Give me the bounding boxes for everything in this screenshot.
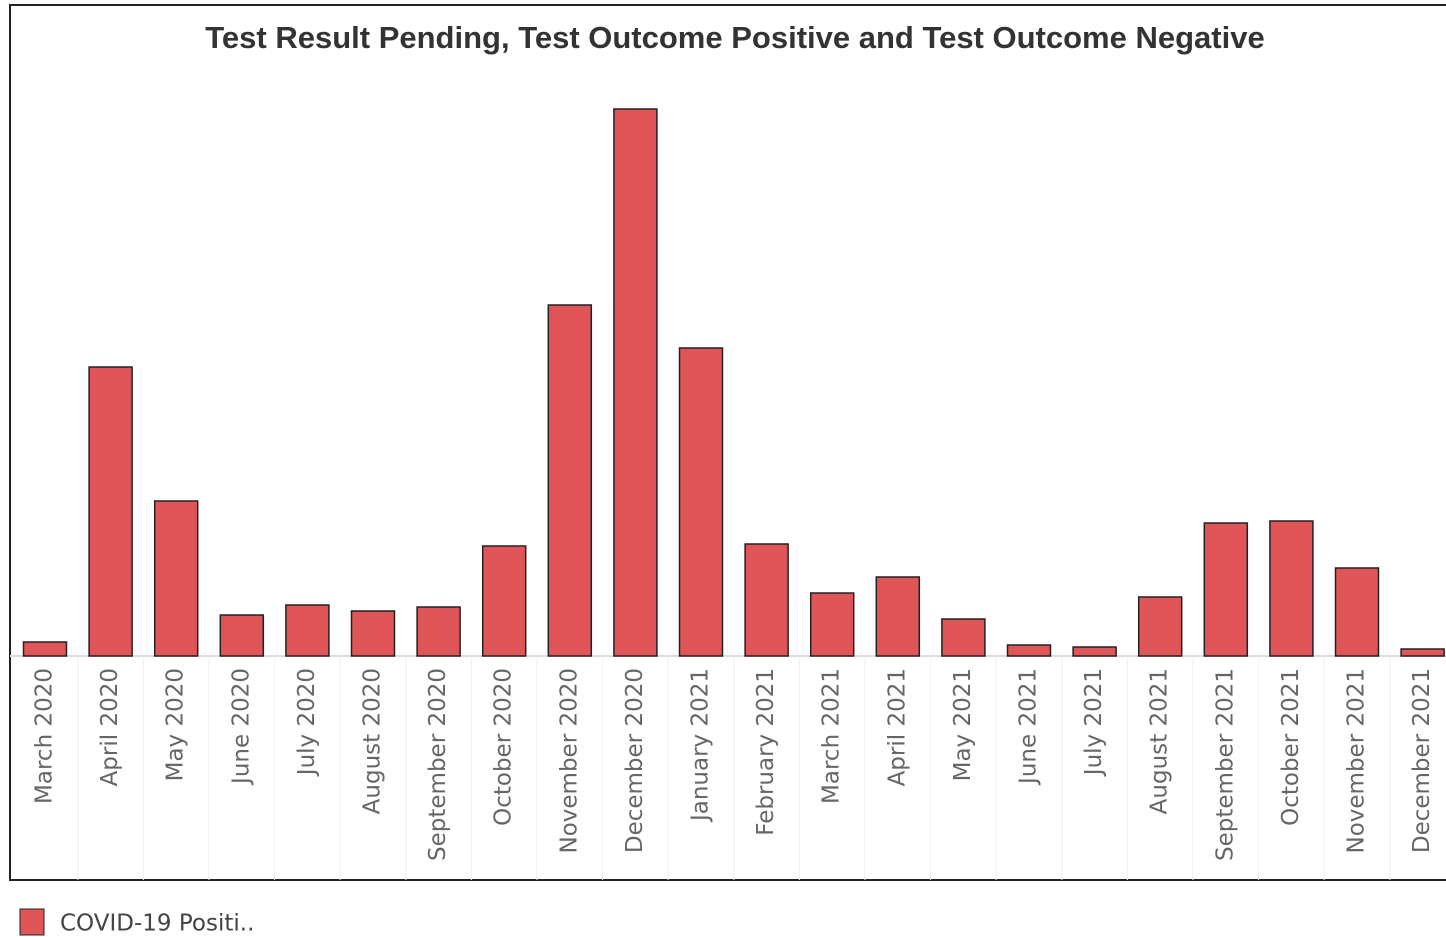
bar — [1137, 596, 1183, 657]
x-tick-label: January 2021 — [688, 668, 714, 823]
x-tick-label: November 2021 — [1344, 668, 1370, 854]
bar — [1006, 644, 1052, 657]
x-tick-label: April 2020 — [97, 668, 123, 786]
bar — [416, 606, 461, 657]
bar — [481, 545, 527, 657]
x-tick-label: May 2020 — [163, 668, 189, 781]
legend-swatch — [19, 908, 45, 936]
bar — [613, 108, 658, 657]
bar — [219, 614, 265, 657]
bar — [285, 604, 330, 657]
bar — [1203, 522, 1249, 657]
x-tick-label: May 2021 — [950, 668, 976, 781]
chart-frame — [9, 4, 1446, 881]
bar — [88, 366, 133, 657]
x-tick-label: July 2020 — [294, 668, 320, 777]
x-tick-label: July 2021 — [1081, 668, 1107, 777]
x-tick-label: October 2020 — [491, 668, 517, 826]
legend-label: COVID-19 Positi.. — [60, 911, 254, 937]
x-tick-label: September 2020 — [425, 668, 451, 861]
bar — [875, 576, 921, 657]
bar — [350, 610, 396, 657]
bar — [547, 304, 593, 657]
bar — [22, 641, 68, 657]
bar — [678, 347, 724, 657]
chart-title: Test Result Pending, Test Outcome Positi… — [205, 20, 1264, 55]
x-tick-label: March 2021 — [819, 668, 845, 804]
x-tick-label: June 2020 — [228, 668, 254, 786]
x-tick-label: April 2021 — [884, 668, 910, 786]
bar — [1334, 567, 1380, 657]
bar — [809, 592, 855, 657]
x-tick-label: October 2021 — [1278, 668, 1304, 826]
bar — [744, 543, 789, 657]
bar — [1072, 646, 1117, 657]
x-tick-label: August 2020 — [360, 668, 386, 814]
x-tick-label: March 2020 — [32, 668, 58, 804]
bar — [153, 500, 199, 657]
bar — [941, 618, 986, 657]
x-tick-label: December 2020 — [622, 668, 648, 853]
bar — [1400, 648, 1445, 657]
x-tick-label: September 2021 — [1212, 668, 1238, 861]
bar — [1269, 520, 1314, 657]
x-tick-label: August 2021 — [1147, 668, 1173, 814]
x-tick-label: February 2021 — [753, 668, 779, 836]
x-tick-label: November 2020 — [556, 668, 582, 854]
x-tick-label: December 2021 — [1409, 668, 1435, 853]
x-tick-label: June 2021 — [1016, 668, 1042, 786]
